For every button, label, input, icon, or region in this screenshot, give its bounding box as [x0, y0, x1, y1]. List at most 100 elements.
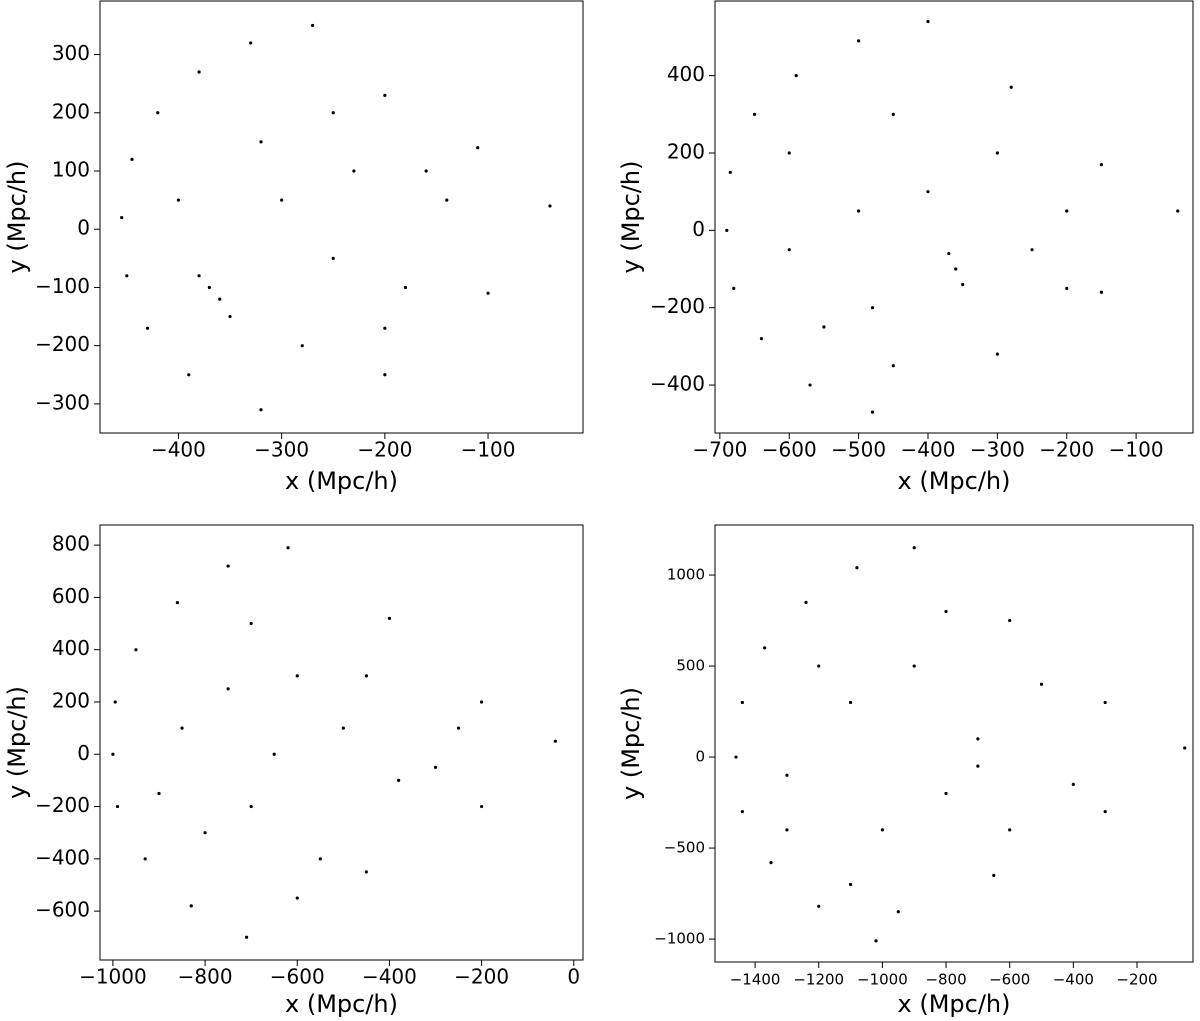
y-axis-label: y (Mpc/h) — [3, 686, 31, 799]
point — [995, 352, 999, 356]
point — [364, 870, 368, 874]
x-tick-label: −600 — [989, 971, 1030, 989]
point — [300, 344, 304, 348]
point — [944, 609, 948, 614]
point — [130, 157, 134, 161]
point — [759, 337, 764, 341]
point — [341, 726, 345, 730]
y-tick-label: −400 — [35, 845, 90, 869]
x-tick-label: −100 — [461, 438, 516, 462]
y-tick-label: 400 — [667, 62, 705, 86]
x-tick-label: −400 — [901, 438, 956, 462]
point — [143, 857, 147, 861]
point — [228, 314, 232, 319]
point — [880, 828, 884, 832]
x-tick-label: −100 — [1109, 438, 1164, 462]
point — [383, 373, 387, 377]
point — [480, 804, 484, 809]
point — [156, 111, 160, 115]
point — [218, 297, 222, 301]
point — [769, 861, 773, 865]
point — [111, 752, 115, 756]
x-tick-label: −800 — [925, 971, 966, 989]
point — [728, 170, 732, 174]
y-tick-label: 0 — [77, 216, 90, 240]
y-tick-label: −200 — [35, 793, 90, 817]
point — [157, 791, 161, 796]
point — [1183, 746, 1187, 750]
point — [734, 755, 738, 759]
point — [120, 215, 124, 220]
point — [725, 228, 729, 232]
y-tick-label: 500 — [676, 657, 705, 675]
x-tick-label: −200 — [357, 438, 412, 462]
x-tick-label: −1000 — [857, 971, 908, 989]
x-tick-label: −1400 — [730, 971, 781, 989]
point — [912, 546, 916, 550]
x-tick-label: −400 — [362, 965, 417, 989]
point — [125, 274, 129, 278]
point — [817, 904, 821, 908]
point — [976, 737, 980, 741]
x-tick-label: −400 — [1053, 971, 1094, 989]
point — [548, 204, 552, 208]
x-tick-label: −200 — [1116, 971, 1157, 989]
point — [295, 674, 299, 678]
point — [187, 373, 191, 377]
point — [732, 286, 736, 290]
point — [318, 857, 322, 861]
point — [295, 896, 299, 900]
point — [1008, 828, 1012, 832]
point — [445, 198, 449, 202]
y-tick-label: 600 — [52, 584, 90, 608]
point — [817, 664, 821, 668]
point — [249, 804, 253, 809]
point — [891, 112, 895, 116]
y-tick-label: 200 — [52, 99, 90, 123]
point — [189, 904, 193, 908]
point — [1099, 290, 1104, 294]
y-tick-label: 0 — [695, 748, 705, 766]
point — [808, 383, 812, 387]
point — [752, 112, 757, 116]
axes-frame — [99, 0, 584, 434]
point — [180, 726, 184, 730]
point — [954, 267, 958, 271]
point — [486, 291, 490, 295]
y-tick-label: 300 — [52, 41, 90, 65]
point — [272, 752, 276, 756]
point — [1065, 286, 1069, 290]
point — [383, 93, 387, 97]
point — [480, 700, 484, 704]
y-tick-label: 0 — [692, 217, 705, 241]
point — [424, 169, 428, 173]
x-tick-label: −600 — [270, 965, 325, 989]
point — [740, 810, 744, 814]
x-tick-label: −500 — [831, 438, 886, 462]
point — [553, 739, 557, 743]
point — [870, 306, 875, 310]
y-tick-label: −1000 — [654, 930, 705, 948]
point — [874, 939, 878, 943]
y-tick-label: 200 — [52, 688, 90, 712]
point — [1176, 209, 1180, 213]
point — [433, 765, 438, 769]
x-axis-label: x (Mpc/h) — [285, 990, 398, 1018]
x-tick-label: −400 — [151, 438, 206, 462]
point — [1009, 85, 1013, 89]
x-tick-label: −300 — [970, 438, 1025, 462]
x-tick-label: −800 — [178, 965, 233, 989]
point — [857, 209, 861, 213]
point — [926, 19, 930, 24]
panel: −400 −300 −200 −100 −300 −200 −100 0 100 200 300 x … — [3, 0, 584, 495]
point — [1039, 682, 1044, 686]
point — [203, 831, 207, 835]
y-tick-label: −500 — [664, 839, 705, 857]
point — [961, 282, 965, 287]
x-tick-label: −1200 — [793, 971, 844, 989]
x-axis-label: x (Mpc/h) — [898, 467, 1011, 495]
point — [280, 198, 284, 202]
point — [855, 566, 859, 570]
point — [244, 935, 249, 939]
